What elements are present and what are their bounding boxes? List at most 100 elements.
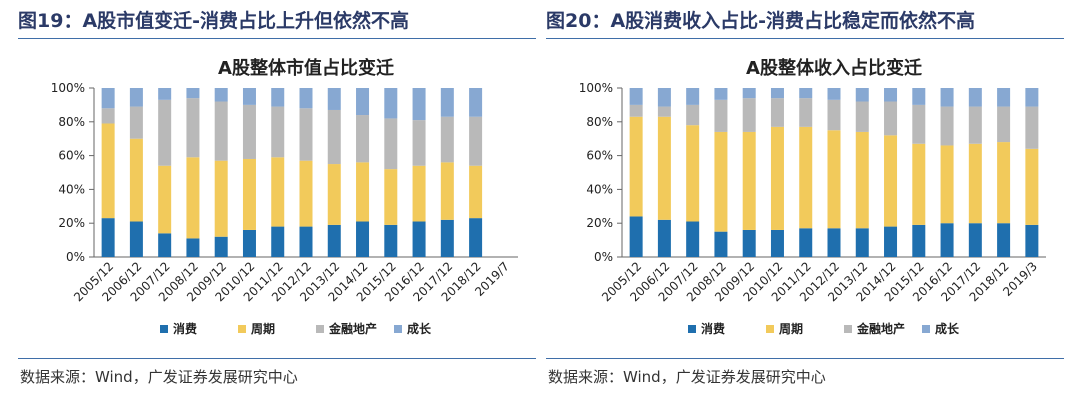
y-tick-label: 40% xyxy=(586,182,613,196)
bar-segment-消费 xyxy=(469,218,483,257)
y-tick-label: 60% xyxy=(586,149,613,163)
legend-label: 成长 xyxy=(407,321,432,336)
y-tick-label: 20% xyxy=(58,216,85,230)
bar-segment-消费 xyxy=(799,228,813,257)
bar-segment-消费 xyxy=(686,221,700,257)
bar-segment-消费 xyxy=(356,221,370,257)
bar-segment-周期 xyxy=(158,165,172,234)
bar-segment-周期 xyxy=(855,131,869,229)
y-tick-label: 20% xyxy=(586,216,613,230)
legend-swatch xyxy=(922,325,930,333)
bar-segment-周期 xyxy=(884,135,898,227)
figure-19-panel: 图19：A股市值变迁-消费占比上升但依然不高 A股整体市值占比变迁 0% 20% 40… xyxy=(18,0,538,403)
bar-segment-成长 xyxy=(968,88,982,107)
figure-19-label: 图19： xyxy=(18,10,83,32)
bar-segment-周期 xyxy=(186,157,200,239)
bar-segment-消费 xyxy=(884,226,898,257)
bar-segment-成长 xyxy=(742,88,756,99)
bar-segment-周期 xyxy=(412,165,426,222)
y-tick-label: 80% xyxy=(586,115,613,129)
legend-swatch xyxy=(316,325,324,333)
bar-segment-成长 xyxy=(101,88,115,109)
bar-segment-金融地产 xyxy=(714,99,728,132)
bar-segment-周期 xyxy=(742,131,756,230)
bar-segment-周期 xyxy=(940,145,954,224)
bar-segment-消费 xyxy=(968,223,982,257)
bar-segment-金融地产 xyxy=(158,99,172,166)
bar-segment-消费 xyxy=(657,219,671,257)
bar-segment-成长 xyxy=(158,88,172,100)
bar-segment-成长 xyxy=(356,88,370,116)
y-tick-label: 80% xyxy=(58,115,85,129)
bar-segment-成长 xyxy=(271,88,285,107)
bar-segment-消费 xyxy=(271,226,285,257)
revenue-share-chart: A股整体收入占比变迁0%20%40%60%80%100%2005/122006/… xyxy=(579,57,1046,336)
figure-19-top-rule xyxy=(18,38,536,39)
bar-segment-金融地产 xyxy=(101,108,115,124)
bar-segment-成长 xyxy=(440,88,454,117)
bar-segment-成长 xyxy=(327,88,341,110)
bar-segment-周期 xyxy=(440,162,454,220)
bar-segment-周期 xyxy=(770,126,784,230)
figure-20-source: 数据来源：Wind，广发证券发展研究中心 xyxy=(548,368,826,386)
bar-segment-消费 xyxy=(129,221,143,257)
bar-segment-金融地产 xyxy=(884,101,898,136)
bar-segment-成长 xyxy=(855,88,869,102)
bar-segment-成长 xyxy=(799,88,813,99)
bar-segment-成长 xyxy=(186,88,200,99)
bar-segment-周期 xyxy=(214,160,228,237)
bar-segment-成长 xyxy=(827,88,841,100)
bar-segment-成长 xyxy=(912,88,926,105)
bar-segment-金融地产 xyxy=(214,101,228,161)
market-cap-share-chart: A股整体市值占比变迁0%20%40%60%80%100%2005/122006/… xyxy=(51,57,518,336)
bar-segment-周期 xyxy=(968,143,982,224)
bar-segment-消费 xyxy=(1025,224,1039,257)
bar-segment-成长 xyxy=(884,88,898,102)
bar-segment-周期 xyxy=(686,125,700,222)
bar-segment-金融地产 xyxy=(469,116,483,166)
bar-segment-周期 xyxy=(271,157,285,227)
bar-segment-消费 xyxy=(742,229,756,257)
bar-segment-消费 xyxy=(940,223,954,257)
figure-19-bottom-rule xyxy=(18,358,536,359)
bar-segment-成长 xyxy=(657,88,671,107)
bar-segment-成长 xyxy=(940,88,954,107)
figure-20-bottom-rule xyxy=(546,358,1064,359)
bar-segment-消费 xyxy=(214,236,228,257)
figure-19-title: 图19：A股市值变迁-消费占比上升但依然不高 xyxy=(18,6,409,33)
bar-segment-消费 xyxy=(827,228,841,257)
bar-segment-消费 xyxy=(384,224,398,257)
bar-segment-成长 xyxy=(129,88,143,107)
y-tick-label: 0% xyxy=(594,250,613,264)
bar-segment-成长 xyxy=(1025,88,1039,107)
bar-segment-成长 xyxy=(714,88,728,100)
bar-segment-周期 xyxy=(384,169,398,225)
bar-segment-周期 xyxy=(657,116,671,220)
bar-segment-消费 xyxy=(855,228,869,257)
bar-segment-金融地产 xyxy=(629,104,643,117)
bar-segment-金融地产 xyxy=(827,99,841,131)
legend-swatch xyxy=(766,325,774,333)
legend-label: 金融地产 xyxy=(856,321,905,336)
bar-segment-周期 xyxy=(356,162,370,222)
bar-segment-周期 xyxy=(242,158,256,230)
bar-segment-金融地产 xyxy=(912,104,926,144)
bar-segment-周期 xyxy=(469,165,483,219)
bar-segment-金融地产 xyxy=(384,118,398,170)
legend-swatch xyxy=(688,325,696,333)
bar-segment-成长 xyxy=(469,88,483,117)
bar-segment-周期 xyxy=(912,143,926,225)
bar-segment-金融地产 xyxy=(129,106,143,139)
bar-segment-金融地产 xyxy=(412,120,426,166)
bar-segment-消费 xyxy=(158,233,172,257)
bar-segment-金融地产 xyxy=(940,106,954,146)
bar-segment-金融地产 xyxy=(356,115,370,163)
bar-segment-消费 xyxy=(997,223,1011,257)
y-tick-label: 100% xyxy=(579,81,613,95)
bar-segment-消费 xyxy=(770,229,784,257)
figure-20-panel: 图20：A股消费收入占比-消费占比稳定而依然不高 A股整体收入占比变迁 0% 20%… xyxy=(546,0,1066,403)
bar-segment-金融地产 xyxy=(742,98,756,132)
bar-segment-金融地产 xyxy=(440,116,454,163)
figure-19-title-text: A股市值变迁-消费占比上升但依然不高 xyxy=(82,10,410,32)
figure-19-source: 数据来源：Wind，广发证券发展研究中心 xyxy=(20,368,298,386)
